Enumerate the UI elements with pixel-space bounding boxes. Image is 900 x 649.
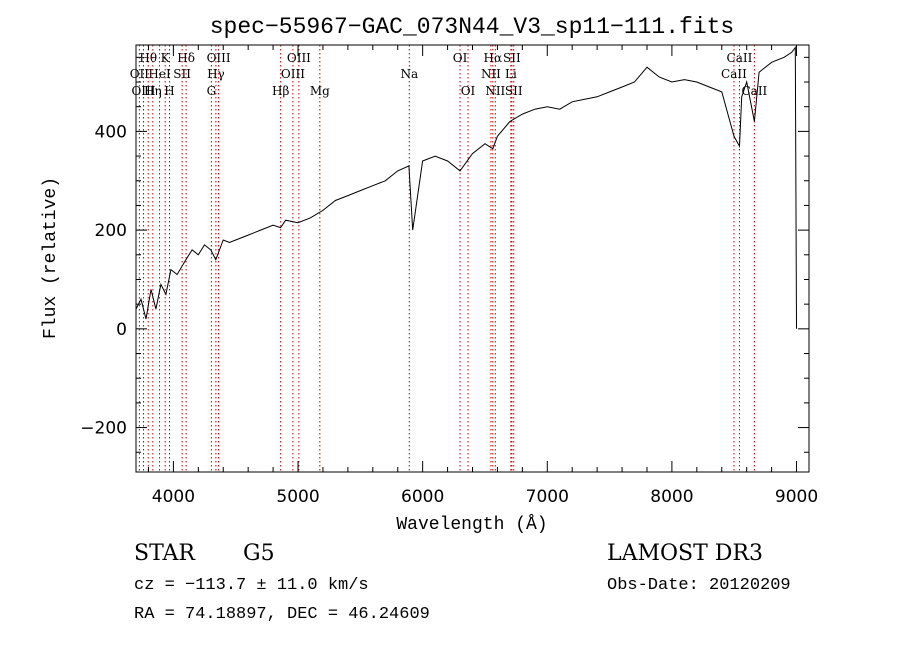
y-tick-label: 400: [95, 122, 127, 142]
spectral-line-label: G: [207, 84, 217, 98]
x-tick-label: 8000: [650, 487, 693, 507]
y-tick-label: 200: [95, 221, 127, 241]
spectral-line-label: NII: [481, 67, 501, 81]
spectral-line-label: CaII: [727, 51, 753, 65]
spectral-line-label: OIII: [281, 67, 305, 81]
x-axis-ticks: 4000 5000 6000 7000 8000 9000: [147, 45, 818, 507]
spectral-line-label: K: [161, 51, 171, 65]
spectral-line-label: CaII: [721, 67, 747, 81]
spectral-line-labels: Hθ OII OIII K HeI Hη H Hδ SII OIII Hγ G Hβ OIII OIII Mg…: [130, 51, 768, 98]
x-tick-label: 4000: [152, 487, 195, 507]
sky-coordinates: RA = 74.18897, DEC = 46.24609: [134, 605, 430, 624]
spectral-line-label: HeI: [148, 67, 171, 81]
spectral-line-label: OIII: [287, 51, 311, 65]
spectral-line-label: SII: [505, 84, 523, 98]
y-tick-label: −200: [80, 419, 127, 439]
spectral-line-label: Hδ: [177, 51, 195, 65]
spectral-line-label: Li: [505, 67, 517, 81]
flux-series-line: [135, 46, 797, 329]
y-axis-label: Flux (relative): [41, 177, 61, 339]
object-class: STAR: [134, 541, 196, 566]
spectral-line-markers: [138, 45, 755, 472]
x-tick-label: 5000: [276, 487, 319, 507]
observation-date: Obs-Date: 20120209: [607, 576, 791, 595]
y-tick-label: 0: [116, 320, 127, 340]
spectral-line-label: OII: [130, 67, 150, 81]
spectral-line-label: OI: [461, 84, 476, 98]
spectral-line-label: OIII: [207, 51, 231, 65]
spectral-line-label: NII: [485, 84, 505, 98]
chart-title: spec−55967−GAC_073N44_V3_sp11−111.fits: [210, 14, 735, 40]
spectral-line-label: H: [164, 84, 174, 98]
spectral-line-label: OIII: [131, 84, 155, 98]
x-tick-label: 7000: [526, 487, 569, 507]
spectral-line-label: Hθ: [139, 51, 157, 65]
x-tick-label: 6000: [401, 487, 444, 507]
spectral-line-label: SII: [173, 67, 191, 81]
spectral-line-label: OI: [453, 51, 468, 65]
object-subclass: G5: [243, 541, 275, 566]
spectral-line-label: Hα: [484, 51, 503, 65]
spectral-line-label: Hβ: [272, 84, 289, 98]
x-axis-label: Wavelength (Å): [396, 514, 547, 535]
spectral-line-label: Na: [400, 67, 418, 81]
y-axis-ticks: −200 0 200 400: [80, 56, 809, 453]
spectral-line-label: Hη: [144, 84, 162, 98]
plot-frame: [135, 44, 810, 473]
redshift-value: cz = −113.7 ± 11.0 km/s: [134, 576, 369, 595]
survey-name: LAMOST DR3: [607, 541, 763, 566]
spectral-line-label: SII: [503, 51, 521, 65]
spectral-line-label: Mg: [310, 84, 330, 98]
spectral-line-label: Hγ: [207, 67, 225, 81]
x-tick-label: 9000: [775, 487, 818, 507]
